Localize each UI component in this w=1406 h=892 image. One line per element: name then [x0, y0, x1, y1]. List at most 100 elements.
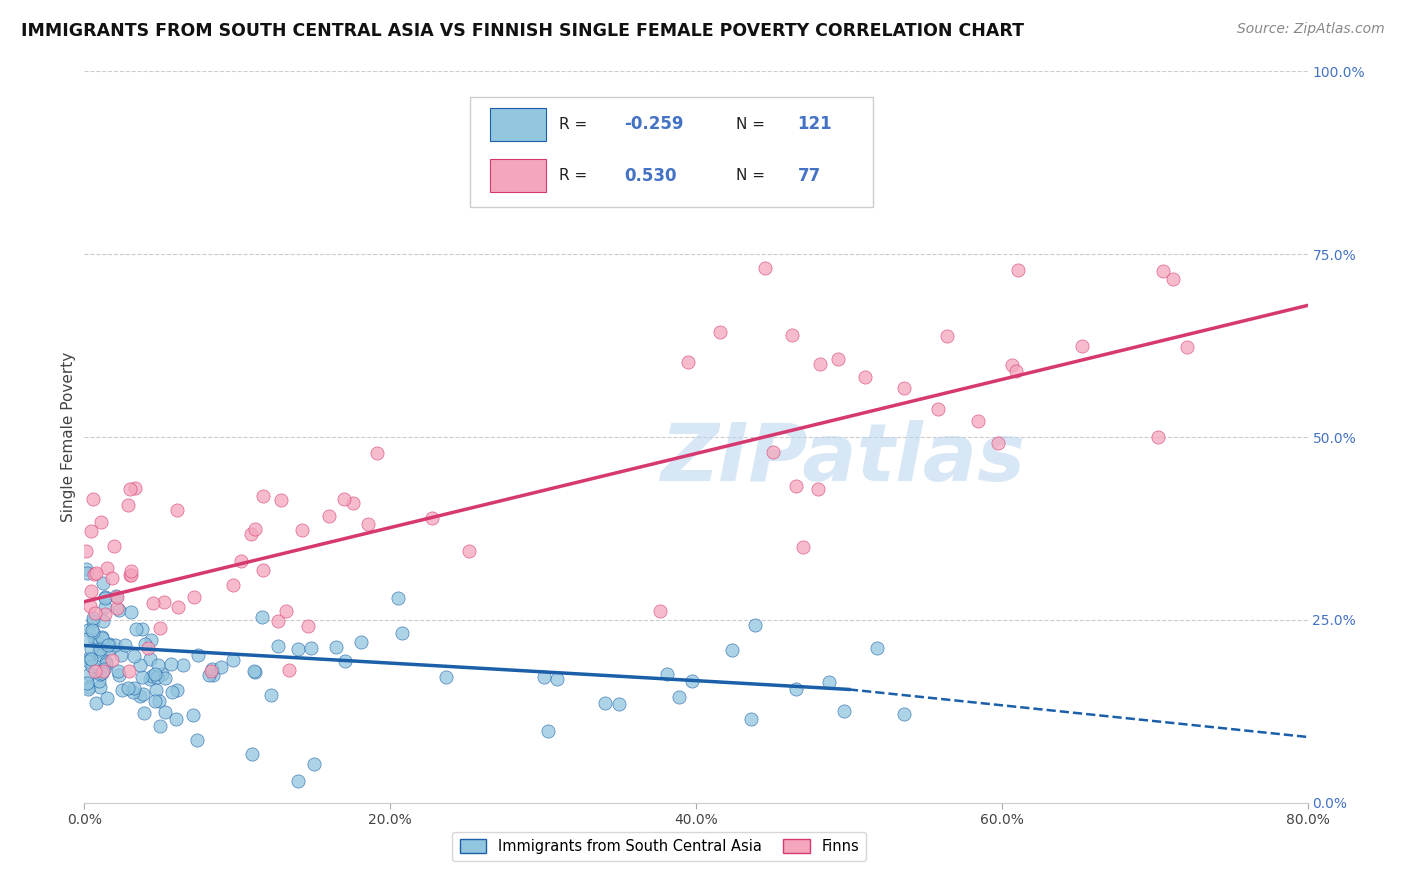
Point — [90, 648, 112, 662]
Point — [75, 543, 97, 558]
Point — [209, 659, 232, 673]
Point — [90, 631, 112, 645]
Point — [762, 445, 785, 459]
Point — [1001, 358, 1024, 372]
Point — [187, 648, 209, 662]
Point — [82, 491, 104, 506]
Text: 121: 121 — [797, 115, 832, 134]
Point — [668, 690, 690, 705]
Point — [146, 657, 169, 672]
Point — [243, 522, 266, 536]
Point — [893, 381, 915, 395]
Point — [131, 670, 153, 684]
Point — [105, 589, 128, 603]
Point — [744, 618, 766, 632]
Point — [89, 642, 111, 657]
Point — [1175, 340, 1198, 354]
Point — [436, 670, 458, 684]
Point — [79, 652, 101, 666]
Point — [108, 668, 131, 682]
Text: 77: 77 — [797, 167, 821, 185]
Point — [792, 540, 814, 554]
Point — [785, 682, 807, 697]
Point — [243, 665, 266, 679]
Point — [84, 664, 107, 678]
FancyBboxPatch shape — [470, 97, 873, 207]
Point — [139, 632, 162, 647]
Point — [153, 595, 176, 609]
Point — [967, 414, 990, 428]
Point — [252, 489, 274, 503]
Point — [134, 706, 156, 721]
Point — [111, 683, 134, 698]
Point — [75, 562, 97, 576]
Point — [101, 653, 124, 667]
Point — [200, 664, 222, 678]
Point — [139, 672, 162, 686]
Point — [90, 630, 112, 644]
Point — [547, 672, 569, 686]
Point — [1163, 272, 1185, 286]
Point — [927, 401, 949, 416]
Point — [120, 568, 142, 582]
Point — [101, 571, 124, 585]
Point — [89, 674, 111, 689]
Point — [333, 654, 356, 668]
Point — [186, 733, 208, 747]
Point — [77, 680, 100, 694]
Point — [366, 446, 388, 460]
Point — [82, 624, 104, 639]
Point — [97, 641, 120, 656]
Text: -0.259: -0.259 — [624, 115, 683, 134]
Point — [77, 623, 100, 637]
Text: ZIPatlas: ZIPatlas — [661, 420, 1025, 498]
Point — [607, 698, 630, 712]
Point — [93, 607, 115, 621]
Point — [114, 638, 136, 652]
Point — [134, 637, 156, 651]
Point — [266, 614, 288, 628]
Point — [122, 681, 145, 695]
Point — [82, 614, 104, 628]
Point — [91, 664, 114, 678]
Point — [145, 683, 167, 698]
Point — [333, 491, 356, 506]
Point — [1152, 263, 1174, 277]
Point — [808, 357, 831, 371]
Point — [838, 108, 860, 122]
Point — [94, 590, 117, 604]
Point — [782, 328, 804, 343]
Point — [91, 615, 114, 629]
Point — [302, 756, 325, 771]
Point — [593, 696, 616, 710]
Point — [120, 564, 142, 578]
Point — [131, 622, 153, 636]
Point — [121, 684, 143, 698]
Point — [172, 658, 194, 673]
Point — [267, 639, 290, 653]
Point — [94, 600, 117, 615]
Point — [110, 648, 132, 663]
Point — [143, 694, 166, 708]
Point — [91, 576, 114, 591]
Point — [222, 653, 245, 667]
Point — [86, 633, 108, 648]
Point — [150, 667, 173, 681]
Point — [129, 689, 152, 703]
Point — [86, 696, 108, 710]
Point — [183, 590, 205, 604]
Point — [342, 496, 364, 510]
Point — [198, 668, 221, 682]
Point — [89, 644, 111, 658]
Point — [94, 591, 117, 605]
Point — [105, 591, 128, 605]
Point — [240, 526, 263, 541]
Point — [80, 524, 103, 538]
Point — [80, 623, 103, 637]
Point — [76, 566, 98, 580]
Point — [356, 516, 378, 531]
Point — [299, 641, 322, 656]
Point — [297, 618, 319, 632]
Point — [740, 712, 762, 726]
Point — [709, 325, 731, 339]
